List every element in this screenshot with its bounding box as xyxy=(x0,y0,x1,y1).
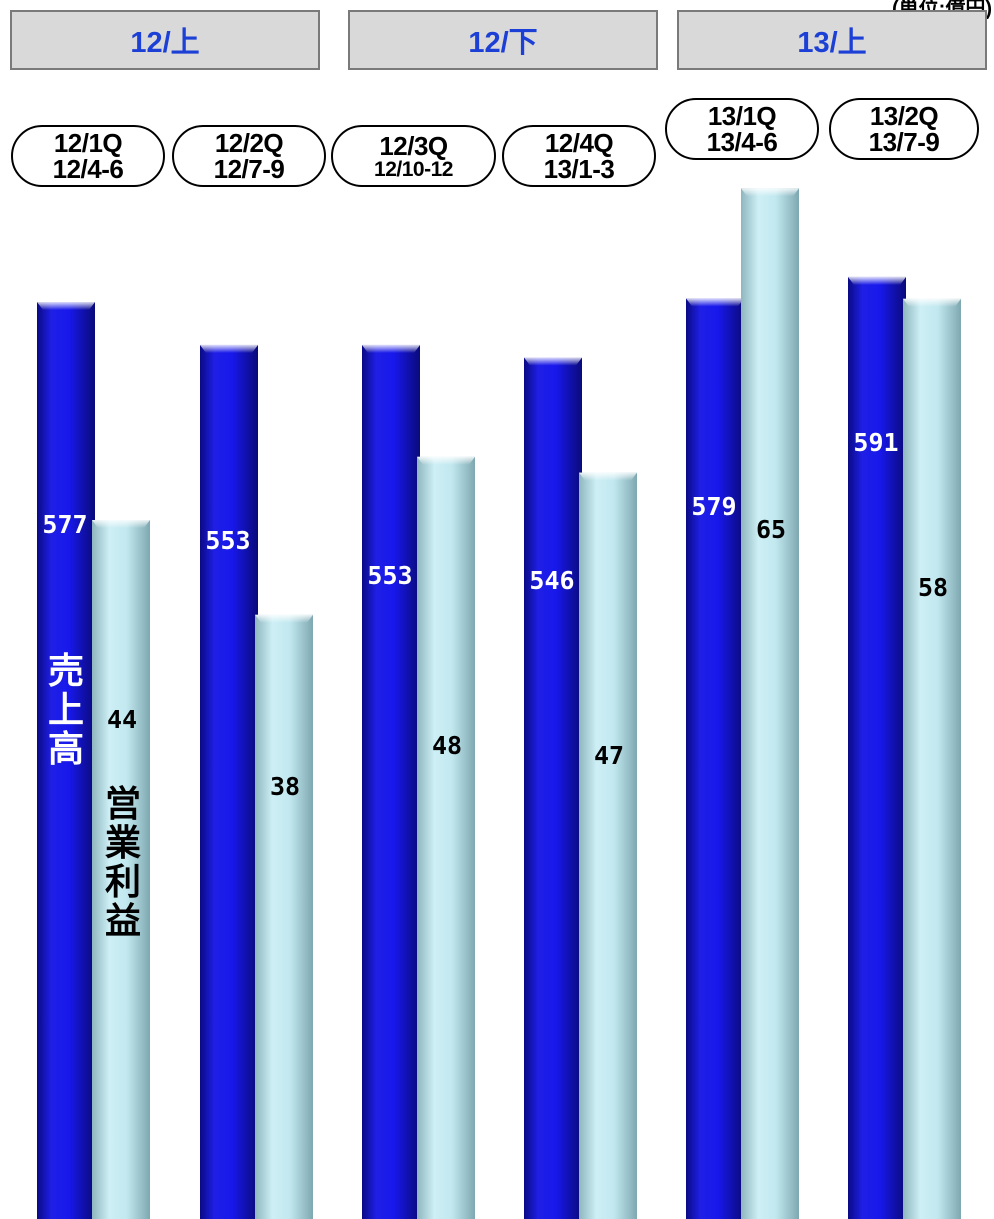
period-months: 13/4-6 xyxy=(706,127,778,157)
operating-profit-value-label: 65 xyxy=(756,515,786,544)
operating-profit-value-label: 47 xyxy=(594,741,624,770)
sales-value-label: 591 xyxy=(853,428,898,457)
operating-profit-bar xyxy=(903,298,961,1219)
period-months: 13/7-9 xyxy=(868,127,940,157)
operating-profit-bar xyxy=(255,614,313,1219)
period-quarter: 12/4Q xyxy=(544,128,614,158)
sales-bar xyxy=(686,298,744,1219)
period-pill-1: 12/1Q 12/4-6 xyxy=(11,125,165,187)
sales-value-label: 546 xyxy=(529,566,574,595)
operating-profit-value-label: 58 xyxy=(918,573,948,602)
sales-value-label: 553 xyxy=(205,526,250,555)
period-months: 12/10-12 xyxy=(374,157,453,181)
period-quarter: 13/1Q xyxy=(707,101,777,131)
half-header-12-second: 12/下 xyxy=(348,10,658,70)
period-months: 12/4-6 xyxy=(52,154,124,184)
sales-bar xyxy=(362,344,420,1219)
period-pill-4: 12/4Q 13/1-3 xyxy=(502,125,656,187)
period-pill-2: 12/2Q 12/7-9 xyxy=(172,125,326,187)
sales-series-label: 売上高 xyxy=(47,650,84,769)
sales-value-label: 553 xyxy=(367,561,412,590)
period-months: 13/1-3 xyxy=(543,154,615,184)
period-quarter: 12/1Q xyxy=(53,128,123,158)
period-quarter: 12/2Q xyxy=(214,128,284,158)
operating-profit-value-label: 38 xyxy=(270,772,300,801)
period-quarter: 12/3Q xyxy=(379,130,448,161)
operating-profit-bar xyxy=(579,472,637,1219)
period-quarter: 13/2Q xyxy=(869,101,939,131)
sales-value-label: 577 xyxy=(42,510,87,539)
sales-bar xyxy=(200,344,258,1219)
period-pill-6: 13/2Q 13/7-9 xyxy=(829,98,979,160)
period-months: 12/7-9 xyxy=(213,154,285,184)
half-header-13-first: 13/上 xyxy=(677,10,987,70)
period-pill-5: 13/1Q 13/4-6 xyxy=(665,98,819,160)
operating-profit-bar xyxy=(417,456,475,1219)
sales-bar xyxy=(524,357,582,1219)
sales-bar xyxy=(848,276,906,1219)
operating-profit-bar xyxy=(92,520,150,1219)
operating-profit-value-label: 48 xyxy=(432,731,462,760)
operating-profit-series-label: 営業利益 xyxy=(104,783,141,941)
period-pill-3: 12/3Q 12/10-12 xyxy=(331,125,496,187)
operating-profit-value-label: 44 xyxy=(107,705,137,734)
operating-profit-bar xyxy=(741,188,799,1219)
half-header-12-first: 12/上 xyxy=(10,10,320,70)
sales-bar xyxy=(37,302,95,1219)
sales-value-label: 579 xyxy=(691,492,736,521)
